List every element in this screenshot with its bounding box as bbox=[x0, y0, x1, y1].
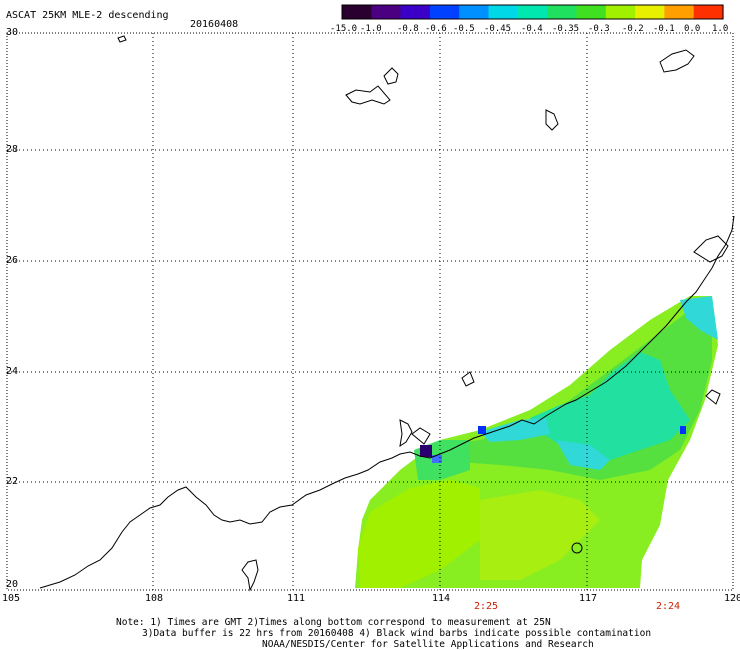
note-line-2: 3)Data buffer is 22 hrs from 20160408 4)… bbox=[142, 628, 652, 639]
map-frame bbox=[6, 32, 734, 591]
colorbar-label: -0.6 bbox=[425, 24, 447, 34]
lon-tick-label: 114 bbox=[432, 593, 451, 604]
colorbar-label: 1.0 bbox=[712, 24, 729, 34]
colorbar-label: -0.1 bbox=[653, 24, 675, 34]
colorbar-segment bbox=[342, 5, 372, 19]
wind-swath bbox=[355, 296, 718, 588]
note-line-3: NOAA/NESDIS/Center for Satellite Applica… bbox=[262, 639, 594, 650]
lat-lon-grid bbox=[7, 33, 733, 590]
lat-tick-label: 26 bbox=[6, 255, 19, 266]
lon-tick-label: 120 bbox=[724, 593, 740, 604]
lon-tick-label: 117 bbox=[579, 593, 598, 604]
lat-tick-label: 24 bbox=[6, 366, 19, 377]
colorbar-label: -0.4 bbox=[521, 24, 543, 34]
colorbar-segment bbox=[371, 5, 402, 19]
colorbar-label: -0.35 bbox=[552, 24, 580, 34]
colorbar-label: 0.0 bbox=[684, 24, 701, 34]
colorbar-segment bbox=[459, 5, 490, 19]
note-line-1: Note: 1) Times are GMT 2)Times along bot… bbox=[116, 617, 551, 628]
coastline bbox=[39, 35, 735, 592]
swath-region bbox=[680, 296, 718, 340]
colorbar-segment bbox=[488, 5, 519, 19]
pass-time-label: 2:24 bbox=[656, 601, 681, 612]
product-date: 20160408 bbox=[190, 19, 239, 30]
lon-tick-label: 108 bbox=[145, 593, 164, 604]
colorbar-label: -0.2 bbox=[622, 24, 644, 34]
swath-region bbox=[556, 440, 610, 470]
colorbar-segment bbox=[429, 5, 460, 19]
lat-tick-label: 30 bbox=[6, 27, 19, 38]
colorbar-label: -0.3 bbox=[588, 24, 610, 34]
colorbar-label: -0.45 bbox=[484, 24, 512, 34]
product-title: ASCAT 25KM MLE-2 descending bbox=[6, 10, 169, 21]
colorbar-label: -1.0 bbox=[360, 24, 382, 34]
colorbar bbox=[342, 5, 724, 19]
lat-tick-label: 20 bbox=[6, 579, 19, 590]
swath-cell bbox=[432, 455, 442, 463]
colorbar-segment bbox=[693, 5, 724, 19]
pass-time-label: 2:25 bbox=[474, 601, 499, 612]
colorbar-segment bbox=[635, 5, 665, 19]
colorbar-segment bbox=[517, 5, 548, 19]
colorbar-label: -0.5 bbox=[453, 24, 475, 34]
swath-cell bbox=[680, 426, 686, 434]
swath-cell bbox=[478, 426, 486, 434]
colorbar-segment bbox=[664, 5, 695, 19]
colorbar-segment bbox=[547, 5, 578, 19]
colorbar-segment bbox=[605, 5, 636, 19]
swath-region bbox=[358, 480, 480, 588]
colorbar-segment bbox=[576, 5, 607, 19]
swath-region bbox=[480, 490, 600, 580]
colorbar-label: -15.0 bbox=[330, 24, 358, 34]
lon-tick-label: 111 bbox=[287, 593, 306, 604]
swath-region bbox=[530, 352, 690, 460]
colorbar-segment bbox=[400, 5, 431, 19]
swath-cell bbox=[420, 445, 432, 457]
lon-tick-label: 105 bbox=[2, 593, 21, 604]
lat-tick-label: 28 bbox=[6, 144, 19, 155]
lat-tick-label: 22 bbox=[6, 476, 19, 487]
colorbar-label: -0.8 bbox=[397, 24, 419, 34]
